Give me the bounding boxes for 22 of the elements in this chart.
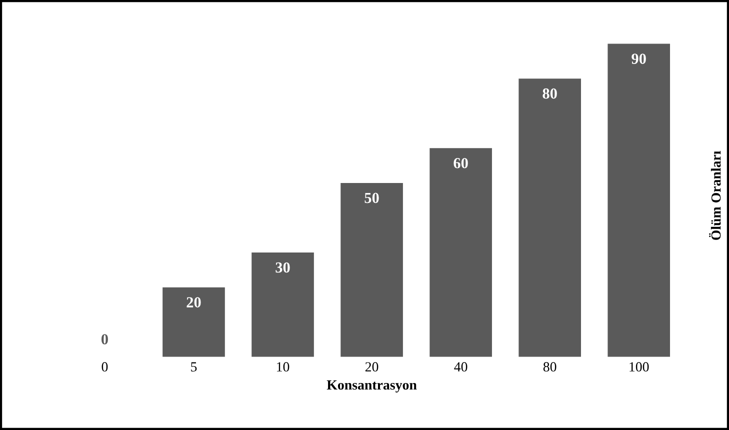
x-tick-label: 20: [365, 362, 378, 372]
x-tick-label: 5: [191, 362, 197, 372]
data-label: 90: [632, 54, 646, 64]
bar: [608, 44, 670, 357]
bar: [518, 78, 581, 357]
bar: [252, 252, 314, 357]
x-tick-label: 10: [277, 362, 290, 372]
data-label: 0: [101, 334, 108, 344]
bar: [340, 182, 403, 357]
x-tick-label: 40: [454, 362, 468, 372]
data-label: 20: [186, 297, 201, 308]
x-tick-label: 100: [630, 362, 649, 372]
x-tick-label: 80: [543, 362, 556, 372]
x-axis-title: Konsantrasyon: [326, 380, 417, 393]
bar: [162, 287, 225, 357]
x-tick-label: 0: [102, 362, 108, 372]
data-label: 60: [454, 158, 468, 168]
bar: [430, 148, 492, 357]
data-label: 80: [542, 88, 557, 99]
y-axis-title: Ölüm Oranları: [709, 150, 721, 240]
data-label: 50: [364, 192, 379, 204]
data-label: 30: [276, 262, 290, 273]
